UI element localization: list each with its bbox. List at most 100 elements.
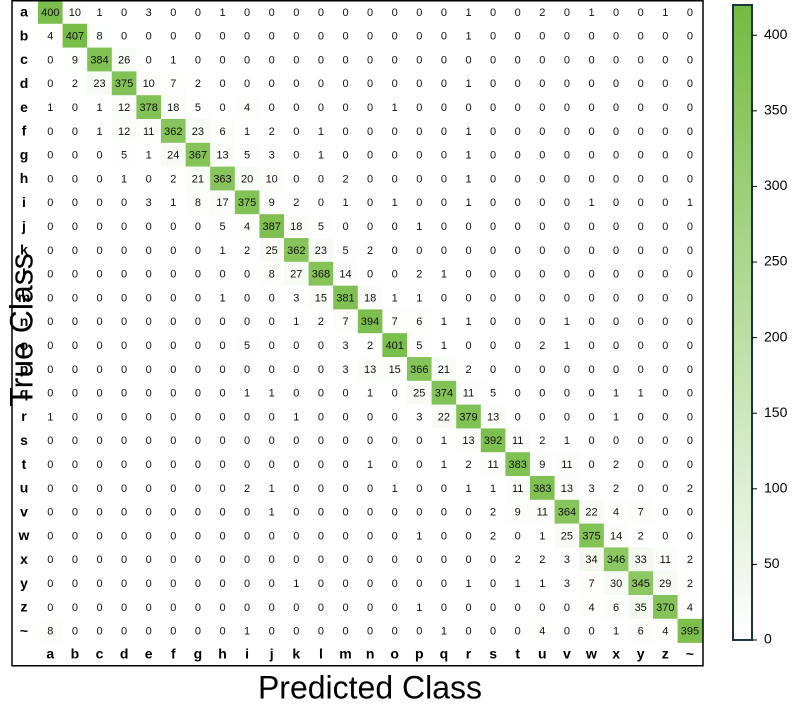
cell	[111, 333, 137, 358]
cell-label: 0	[490, 173, 496, 185]
cell	[259, 71, 285, 96]
cell-label: 3	[588, 483, 594, 495]
cell	[579, 547, 605, 572]
cell-label: 0	[318, 459, 324, 471]
cell	[62, 95, 88, 120]
cell	[530, 214, 555, 239]
cell-label: 0	[515, 126, 521, 138]
y-tick-label: g	[20, 146, 29, 162]
x-tick-label: ~	[686, 646, 694, 662]
cell-label: 4	[613, 507, 619, 519]
cell-label: 0	[47, 269, 53, 281]
x-tick-label: w	[585, 646, 597, 662]
cell-label: 1	[441, 269, 447, 281]
cell-label: 0	[416, 150, 422, 162]
cell-label: 0	[293, 459, 299, 471]
cell-label: 0	[638, 221, 644, 233]
cell-label: 0	[515, 173, 521, 185]
x-tick-label: d	[120, 646, 129, 662]
cell	[210, 285, 236, 310]
cell	[210, 452, 236, 477]
cell-label: 3	[416, 411, 422, 423]
cell-label: 22	[585, 507, 597, 519]
cell-label: 0	[269, 602, 275, 614]
cell	[653, 499, 678, 524]
cell-label: 0	[564, 221, 570, 233]
cell-label: 0	[588, 340, 594, 352]
cell-label: 27	[290, 269, 302, 281]
cell	[456, 595, 482, 620]
cell	[530, 142, 555, 167]
cell	[62, 476, 88, 501]
cell	[603, 0, 629, 25]
cell-label: 0	[121, 340, 127, 352]
cell-label: 0	[539, 316, 545, 328]
cell	[628, 357, 654, 382]
cell	[136, 214, 162, 239]
cell-label: 0	[318, 578, 324, 590]
cell-label: 2	[318, 316, 324, 328]
cell	[505, 71, 531, 96]
cell	[259, 166, 285, 191]
x-tick-label: m	[339, 646, 351, 662]
cell-label: 0	[441, 245, 447, 257]
cell-label: 6	[638, 626, 644, 638]
cell-label: 6	[219, 126, 225, 138]
colorbar-tick-label: 0	[764, 631, 772, 647]
cell	[87, 571, 113, 596]
cell-label: 0	[219, 554, 225, 566]
cell-label: 0	[269, 316, 275, 328]
cell-label: 0	[465, 54, 471, 66]
cell	[628, 618, 654, 643]
cell-label: 0	[613, 31, 619, 43]
cell-label: 1	[465, 78, 471, 90]
cell	[38, 166, 63, 191]
cell-label: 0	[269, 530, 275, 542]
cell-label: 0	[613, 78, 619, 90]
cell	[308, 285, 334, 310]
cell-label: 0	[47, 364, 53, 376]
cell-label: 0	[515, 245, 521, 257]
cell-label: 0	[96, 292, 102, 304]
cell-label: 0	[170, 578, 176, 590]
cell-label: 0	[72, 626, 78, 638]
cell-label: 0	[170, 245, 176, 257]
cell-label: 0	[638, 78, 644, 90]
cell	[185, 571, 211, 596]
cell	[333, 428, 359, 453]
cell	[136, 95, 162, 120]
cell	[603, 71, 629, 96]
cell-label: 0	[613, 54, 619, 66]
cell-label: 25	[266, 245, 278, 257]
cell-label: 3	[146, 197, 152, 209]
cell-label: 0	[367, 411, 373, 423]
cell-label: 0	[613, 292, 619, 304]
x-tick-label: y	[637, 646, 645, 662]
cell	[579, 214, 605, 239]
cell	[234, 71, 260, 96]
cell-label: 0	[638, 150, 644, 162]
cell	[357, 380, 383, 405]
cell-label: 0	[416, 578, 422, 590]
cell-label: 26	[118, 54, 130, 66]
cell	[38, 595, 63, 620]
cell-label: 0	[269, 78, 275, 90]
y-tick-label: m	[18, 289, 30, 305]
cell-label: 0	[318, 388, 324, 400]
cell	[234, 523, 260, 548]
cell-label: 0	[342, 31, 348, 43]
cell	[456, 404, 482, 429]
cell	[38, 380, 63, 405]
cell	[554, 333, 580, 358]
cell	[38, 618, 63, 643]
cell-label: 0	[564, 54, 570, 66]
cell-label: 4	[244, 221, 250, 233]
cell	[87, 547, 113, 572]
cell-label: 7	[392, 316, 398, 328]
cell	[185, 452, 211, 477]
cell-label: 0	[441, 507, 447, 519]
cell-label: 0	[687, 54, 693, 66]
cell-label: 1	[465, 126, 471, 138]
cell	[530, 452, 555, 477]
y-tick-label: r	[21, 408, 27, 424]
